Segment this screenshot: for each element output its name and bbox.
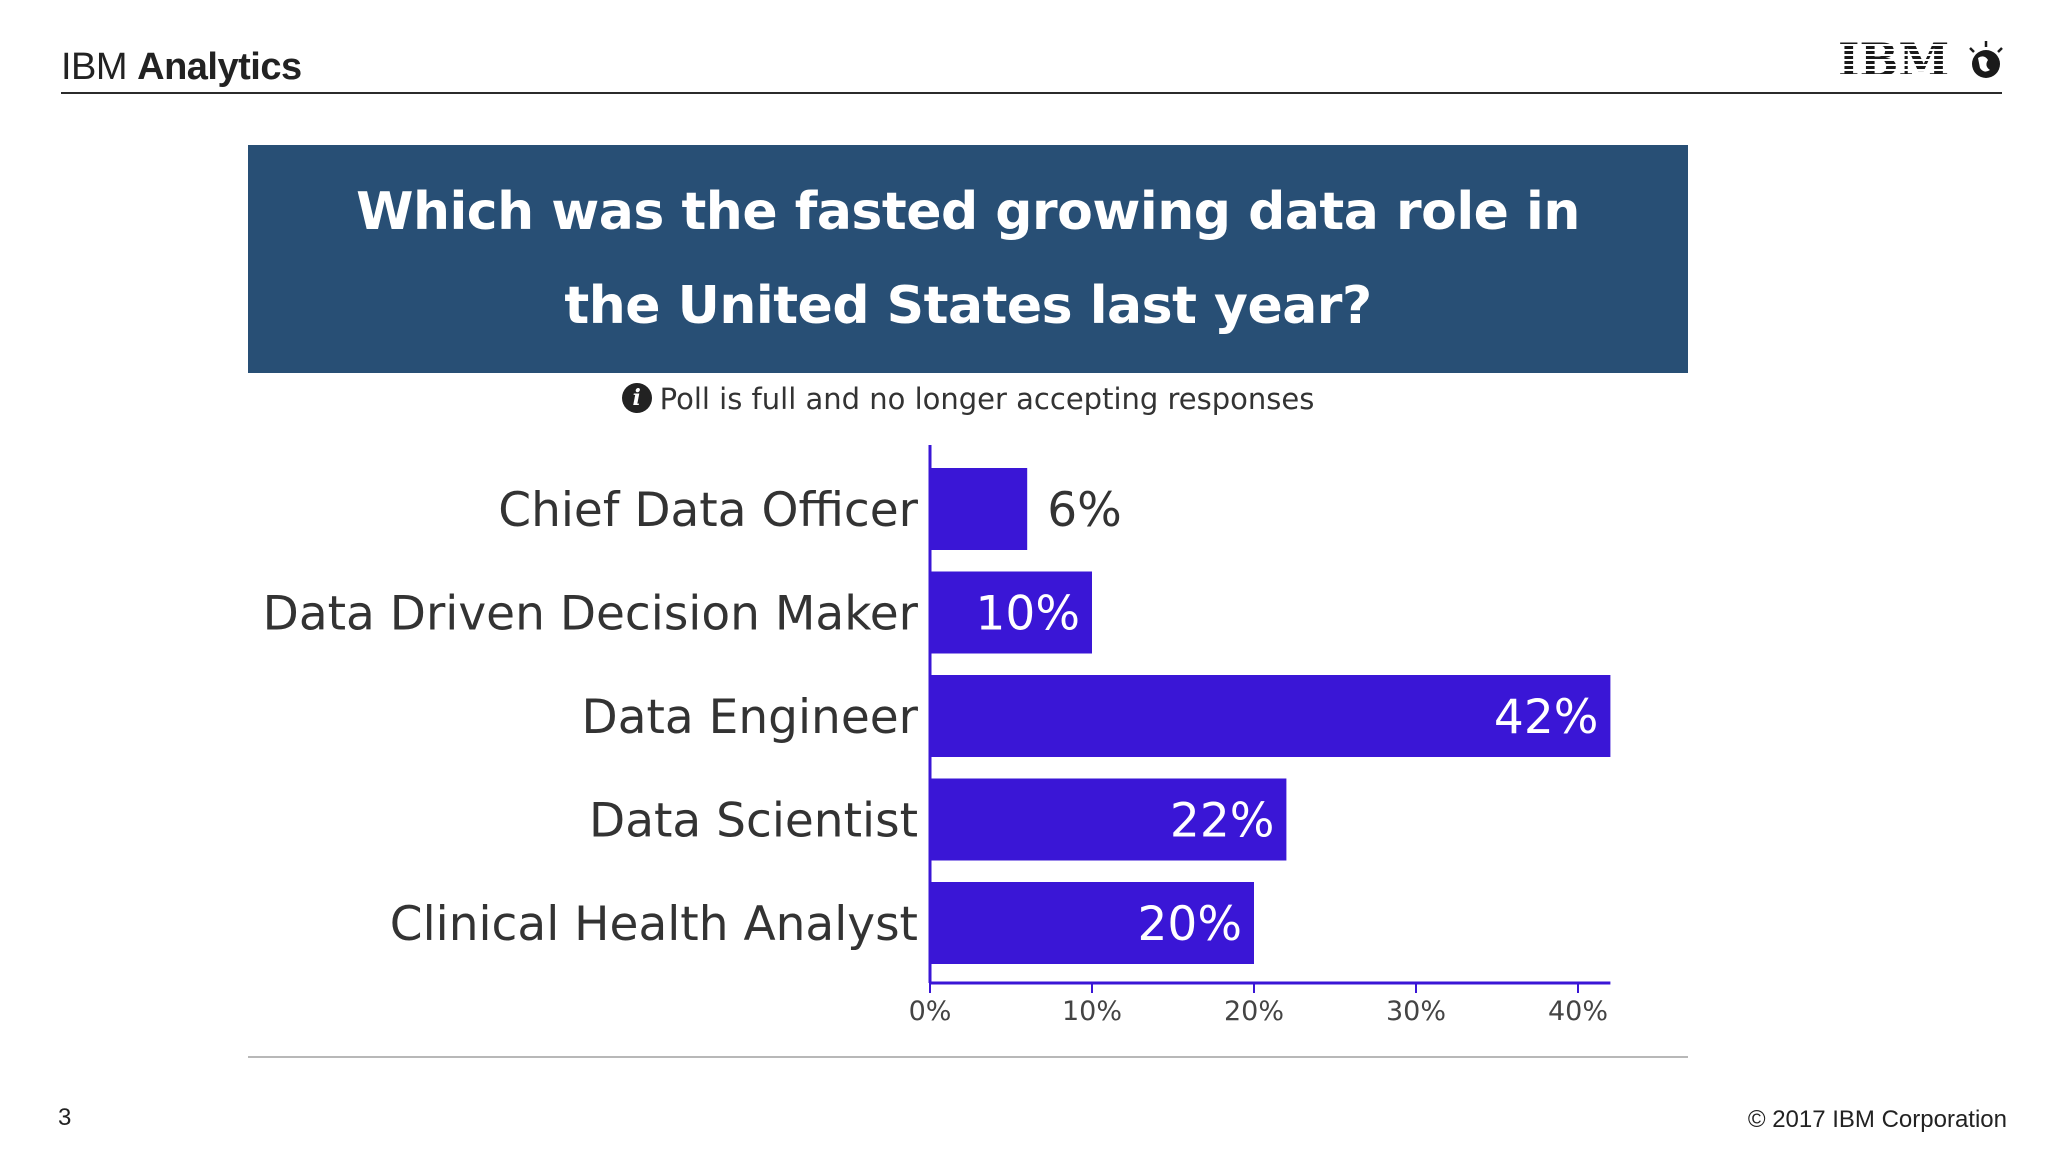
- category-label-2: Data Engineer: [582, 690, 919, 745]
- x-tick-label-0: 0%: [909, 996, 952, 1027]
- value-label-3: 22%: [1170, 794, 1274, 849]
- poll-title: Which was the fasted growing data role i…: [356, 182, 1580, 336]
- category-label-0: Chief Data Officer: [498, 483, 918, 538]
- bar-4: [930, 882, 1254, 964]
- value-label-0: 6%: [1047, 483, 1122, 538]
- poll-notice-text: Poll is full and no longer accepting res…: [659, 382, 1315, 416]
- x-tick-label-4: 40%: [1548, 996, 1608, 1027]
- ibm-logo: IBM: [1838, 36, 2003, 86]
- page-number: 3: [58, 1104, 72, 1131]
- poll-title-bar: Which was the fasted growing data role i…: [248, 145, 1688, 373]
- category-label-4: Clinical Health Analyst: [390, 897, 918, 952]
- x-tick-label-1: 10%: [1062, 996, 1122, 1027]
- card-bottom-rule: [248, 1056, 1688, 1058]
- poll-notice: i Poll is full and no longer accepting re…: [248, 382, 1688, 416]
- brand-title: IBM Analytics: [61, 46, 302, 89]
- globe-icon: [1969, 41, 2003, 78]
- value-label-1: 10%: [976, 587, 1080, 642]
- header-rule: [61, 92, 2002, 94]
- value-label-4: 20%: [1138, 897, 1242, 952]
- bar-3: [930, 778, 1287, 861]
- copyright: © 2017 IBM Corporation: [1747, 1106, 2007, 1133]
- bar-0: [930, 468, 1028, 550]
- brand-suffix: Analytics: [137, 46, 302, 88]
- category-label-1: Data Driven Decision Maker: [263, 587, 919, 642]
- x-tick-label-3: 30%: [1386, 996, 1446, 1027]
- x-tick-label-2: 20%: [1224, 996, 1284, 1027]
- info-icon: i: [621, 383, 652, 413]
- bar-2: [930, 675, 1611, 757]
- ibm-logo-text: IBM: [1838, 36, 1949, 86]
- brand-prefix: IBM: [61, 46, 128, 88]
- value-label-2: 42%: [1494, 690, 1598, 745]
- category-label-3: Data Scientist: [589, 794, 918, 849]
- bar-1: [930, 571, 1092, 654]
